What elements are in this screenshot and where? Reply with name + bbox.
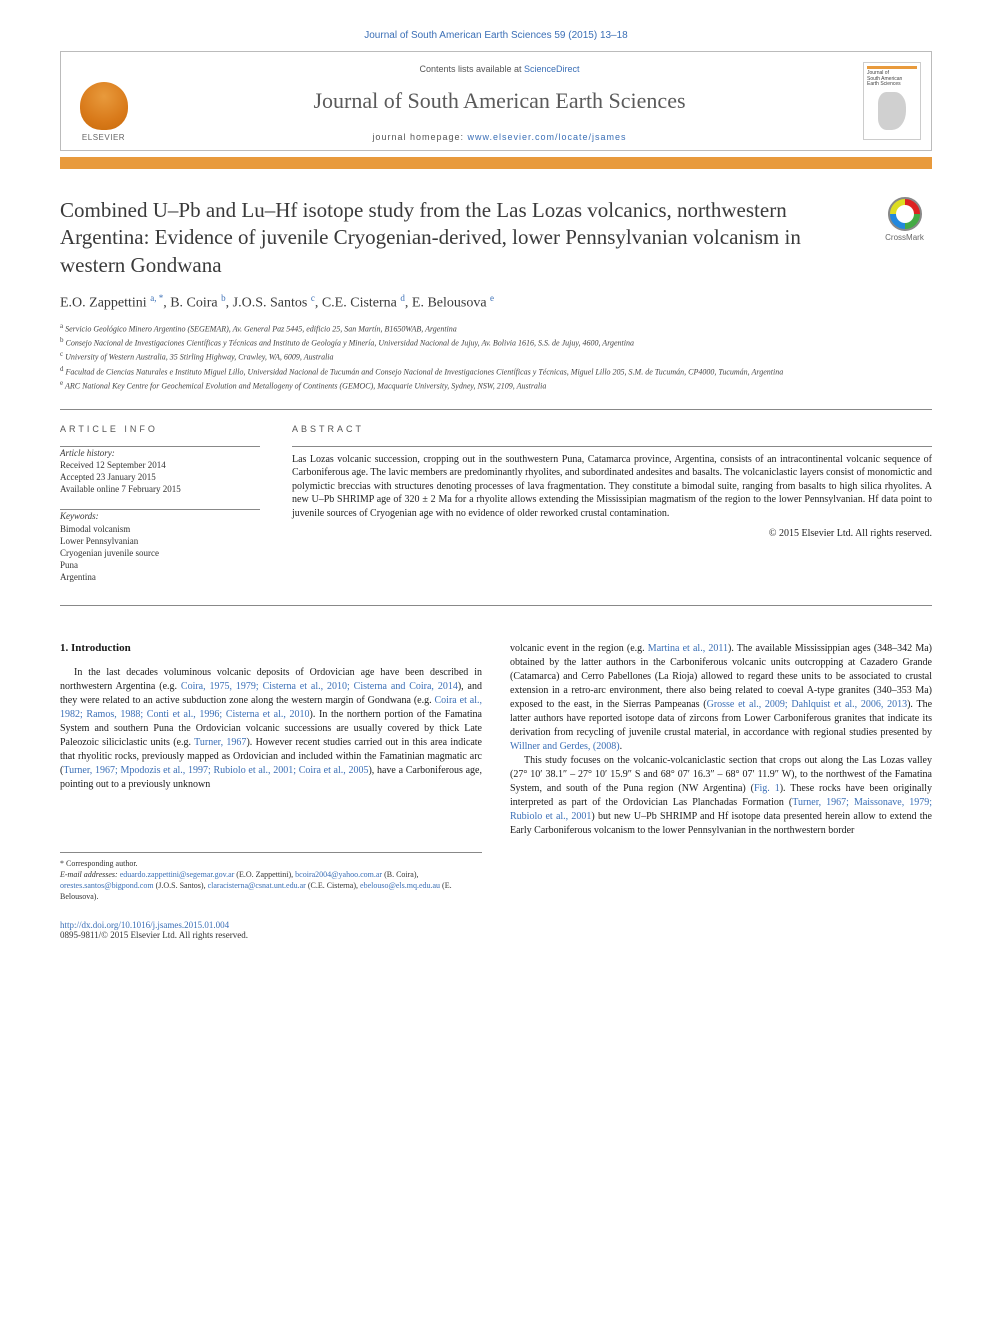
citation-link[interactable]: Grosse et al., 2009; Dahlquist et al., 2… bbox=[707, 699, 908, 710]
keyword: Lower Pennsylvanian bbox=[60, 535, 260, 547]
footer-bar: http://dx.doi.org/10.1016/j.jsames.2015.… bbox=[60, 920, 482, 940]
publisher-logo-cell: ELSEVIER bbox=[61, 52, 146, 150]
keyword: Puna bbox=[60, 559, 260, 571]
intro-paragraph-1: In the last decades voluminous volcanic … bbox=[60, 666, 482, 792]
elsevier-logo[interactable]: ELSEVIER bbox=[71, 72, 136, 142]
homepage-line: journal homepage: www.elsevier.com/locat… bbox=[154, 132, 845, 142]
cover-line-3: Earth Sciences bbox=[867, 82, 917, 88]
article-info-column: ARTICLE INFO Article history: Received 1… bbox=[60, 418, 260, 597]
journal-title: Journal of South American Earth Sciences bbox=[154, 88, 845, 114]
email-link[interactable]: bcoira2004@yahoo.com.ar bbox=[295, 870, 382, 879]
affiliations-block: a Servicio Geológico Minero Argentino (S… bbox=[60, 322, 932, 393]
online-line: Available online 7 February 2015 bbox=[60, 483, 260, 495]
authors-line: E.O. Zappettini a, *, B. Coira b, J.O.S.… bbox=[60, 293, 932, 312]
cover-thumb-cell: Journal of South American Earth Sciences bbox=[853, 52, 931, 150]
crossmark-badge[interactable]: CrossMark bbox=[877, 197, 932, 242]
citation-link[interactable]: Turner, 1967 bbox=[194, 737, 246, 748]
text-run: . bbox=[620, 741, 623, 752]
section-1-heading: 1. Introduction bbox=[60, 642, 482, 654]
accepted-line: Accepted 23 January 2015 bbox=[60, 471, 260, 483]
header-center: Contents lists available at ScienceDirec… bbox=[146, 52, 853, 150]
journal-reference: Journal of South American Earth Sciences… bbox=[60, 30, 932, 41]
affiliation-line: e ARC National Key Centre for Geochemica… bbox=[60, 379, 932, 392]
abstract-text: Las Lozas volcanic succession, cropping … bbox=[292, 447, 932, 521]
citation-link[interactable]: Fig. 1 bbox=[754, 783, 780, 794]
article-history: Article history: Received 12 September 2… bbox=[60, 447, 260, 496]
journal-header: ELSEVIER Contents lists available at Sci… bbox=[60, 51, 932, 151]
affiliation-line: a Servicio Geológico Minero Argentino (S… bbox=[60, 322, 932, 335]
text-run: volcanic event in the region (e.g. bbox=[510, 643, 648, 654]
body-column-right: volcanic event in the region (e.g. Marti… bbox=[510, 642, 932, 940]
article-title: Combined U–Pb and Lu–Hf isotope study fr… bbox=[60, 197, 865, 279]
affiliation-line: d Facultad de Ciencias Naturales e Insti… bbox=[60, 365, 932, 378]
keyword: Bimodal volcanism bbox=[60, 523, 260, 535]
citation-link[interactable]: Willner and Gerdes, (2008) bbox=[510, 741, 620, 752]
email-link[interactable]: ebelouso@els.mq.edu.au bbox=[360, 881, 440, 890]
journal-cover-thumbnail[interactable]: Journal of South American Earth Sciences bbox=[863, 62, 921, 140]
citation-link[interactable]: Martina et al., 2011 bbox=[648, 643, 728, 654]
email-link[interactable]: claracisterna@csnat.unt.edu.ar bbox=[208, 881, 306, 890]
homepage-prefix: journal homepage: bbox=[372, 132, 467, 142]
abstract-head: ABSTRACT bbox=[292, 418, 932, 434]
divider-top bbox=[60, 409, 932, 410]
abstract-copyright: © 2015 Elsevier Ltd. All rights reserved… bbox=[292, 528, 932, 539]
intro-paragraph-3: This study focuses on the volcanic-volca… bbox=[510, 754, 932, 838]
keyword: Argentina bbox=[60, 571, 260, 583]
received-line: Received 12 September 2014 bbox=[60, 459, 260, 471]
body-column-left: 1. Introduction In the last decades volu… bbox=[60, 642, 482, 940]
publisher-name: ELSEVIER bbox=[82, 133, 125, 142]
abstract-column: ABSTRACT Las Lozas volcanic succession, … bbox=[292, 418, 932, 597]
homepage-url[interactable]: www.elsevier.com/locate/jsames bbox=[468, 132, 627, 142]
email-link[interactable]: orestes.santos@bigpond.com bbox=[60, 881, 154, 890]
crossmark-icon bbox=[888, 197, 922, 231]
keyword: Cryogenian juvenile source bbox=[60, 547, 260, 559]
corresponding-author: * Corresponding author. bbox=[60, 859, 482, 870]
footnotes: * Corresponding author. E-mail addresses… bbox=[60, 852, 482, 902]
contents-line: Contents lists available at ScienceDirec… bbox=[154, 64, 845, 74]
affiliation-line: b Consejo Nacional de Investigaciones Ci… bbox=[60, 336, 932, 349]
intro-paragraph-2: volcanic event in the region (e.g. Marti… bbox=[510, 642, 932, 754]
keywords-block: Keywords: Bimodal volcanismLower Pennsyl… bbox=[60, 510, 260, 583]
article-info-head: ARTICLE INFO bbox=[60, 418, 260, 434]
affiliation-line: c University of Western Australia, 35 St… bbox=[60, 350, 932, 363]
divider-bottom bbox=[60, 605, 932, 606]
doi-link[interactable]: http://dx.doi.org/10.1016/j.jsames.2015.… bbox=[60, 920, 229, 930]
elsevier-tree-icon bbox=[80, 82, 128, 130]
history-head: Article history: bbox=[60, 447, 260, 459]
email-link[interactable]: eduardo.zappettini@segemar.gov.ar bbox=[120, 870, 235, 879]
contents-prefix: Contents lists available at bbox=[419, 64, 524, 74]
orange-divider-bar bbox=[60, 157, 932, 169]
citation-link[interactable]: Turner, 1967; Mpodozis et al., 1997; Rub… bbox=[63, 765, 368, 776]
keywords-head: Keywords: bbox=[60, 510, 260, 522]
email-addresses: E-mail addresses: eduardo.zappettini@seg… bbox=[60, 870, 482, 902]
crossmark-label: CrossMark bbox=[885, 233, 924, 242]
citation-link[interactable]: Coira, 1975, 1979; Cisterna et al., 2010… bbox=[181, 681, 458, 692]
sciencedirect-link[interactable]: ScienceDirect bbox=[524, 64, 580, 74]
issn-copyright: 0895-9811/© 2015 Elsevier Ltd. All right… bbox=[60, 930, 482, 940]
